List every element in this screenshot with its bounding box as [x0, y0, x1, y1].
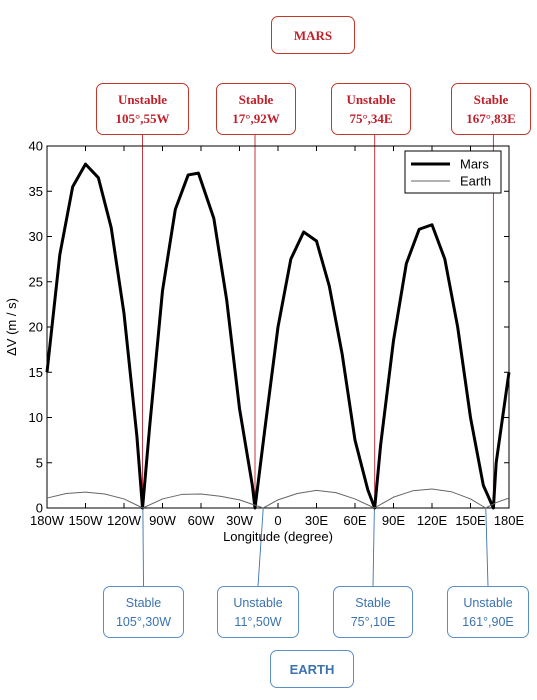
x-tick-label: 180W [30, 513, 65, 528]
x-tick-label: 120W [107, 513, 142, 528]
mars-location-1: 17°,92W [232, 111, 280, 126]
mars-status-3: Stable [473, 92, 509, 107]
y-tick-label: 30 [29, 229, 43, 244]
x-tick-label: 60W [188, 513, 215, 528]
x-axis-label: Longitude (degree) [223, 529, 333, 544]
x-tick-label: 0 [274, 513, 281, 528]
y-tick-label: 5 [36, 455, 43, 470]
y-tick-label: 15 [29, 365, 43, 380]
x-tick-label: 90E [382, 513, 405, 528]
mars-location-3: 167°,83E [466, 111, 516, 126]
earth-title: EARTH [289, 661, 335, 677]
x-tick-label: 30W [226, 513, 253, 528]
earth-location-2: 75°,10E [350, 615, 396, 629]
earth-connector-0 [142, 507, 144, 587]
legend-label-mars: Mars [460, 157, 489, 172]
earth-annotation-2: Stable 75°,10E [333, 586, 413, 638]
y-axis-label: ΔV (m / s) [4, 298, 19, 356]
mars-status-1: Stable [238, 92, 274, 107]
earth-title-box: EARTH [270, 650, 354, 688]
earth-location-0: 105°,30W [115, 615, 172, 629]
x-tick-label: 120E [417, 513, 448, 528]
earth-connector-3 [485, 507, 489, 587]
connector-lines [142, 135, 494, 587]
y-tick-label: 40 [29, 139, 43, 154]
y-tick-label: 0 [36, 501, 43, 516]
y-tick-label: 10 [29, 410, 43, 425]
mars-location-2: 75°,34E [349, 111, 393, 126]
x-tick-label: 30E [305, 513, 328, 528]
x-tick-label: 90W [149, 513, 176, 528]
x-tick-label: 180E [494, 513, 525, 528]
x-tick-label: 150W [69, 513, 104, 528]
legend-box [404, 150, 502, 194]
y-tick-label: 25 [29, 274, 43, 289]
axis-ticks: 180W 150W 120W 90W 60W 30W 0 30E 60E 90E 120E 150E 1… [29, 139, 525, 529]
x-tick-label: 150E [455, 513, 486, 528]
legend: Mars Earth [404, 150, 502, 194]
earth-status-2: Stable [355, 596, 391, 610]
earth-location-1: 11°,50W [234, 615, 282, 629]
mars-location-0: 105°,55W [115, 111, 170, 126]
series-layer [45, 162, 511, 510]
mars-annotation-0: Unstable 105°,55W [96, 83, 189, 135]
earth-status-3: Unstable [463, 596, 513, 610]
earth-status-0: Stable [125, 596, 162, 610]
earth-annotation-3: Unstable 161°,90E [447, 586, 529, 638]
earth-annotation-1: Unstable 11°,50W [217, 586, 299, 638]
mars-annotation-1: Stable 17°,92W [216, 83, 296, 135]
y-tick-label: 20 [29, 320, 43, 335]
earth-location-3: 161°,90E [462, 615, 514, 629]
y-tick-label: 35 [29, 184, 43, 199]
mars-annotation-3: Stable 167°,83E [451, 83, 531, 135]
x-tick-label: 60E [343, 513, 366, 528]
mars-title-box: MARS [271, 16, 355, 54]
series-earth-line [46, 488, 510, 509]
earth-connector-1 [257, 507, 264, 587]
mars-annotation-2: Unstable 75°,34E [331, 83, 411, 135]
legend-label-earth: Earth [460, 174, 491, 189]
mars-title: MARS [293, 27, 333, 43]
series-mars-line [45, 162, 511, 510]
mars-status-2: Unstable [346, 92, 396, 107]
earth-status-1: Unstable [233, 596, 283, 610]
earth-connector-2 [372, 507, 375, 587]
mars-status-0: Unstable [117, 92, 168, 107]
earth-annotation-0: Stable 105°,30W [103, 586, 184, 638]
